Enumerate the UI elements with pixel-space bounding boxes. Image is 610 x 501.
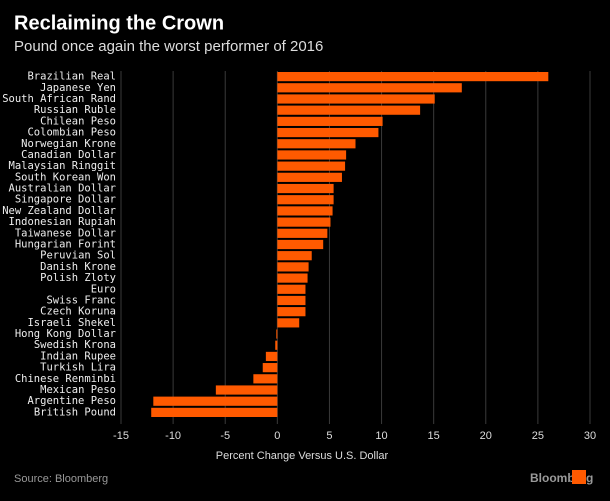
bar xyxy=(277,150,347,160)
y-tick-label: Australian Dollar xyxy=(9,183,116,195)
x-tick-label: 30 xyxy=(584,430,596,442)
source: Source: Bloomberg xyxy=(14,473,108,485)
bar xyxy=(277,94,435,104)
bar xyxy=(277,183,334,194)
x-tick-label: 25 xyxy=(532,430,544,442)
bar xyxy=(277,172,342,182)
y-tick-label: Canadian Dollar xyxy=(21,149,116,161)
y-tick-label: New Zealand Dollar xyxy=(2,205,116,217)
bar xyxy=(277,318,300,328)
x-tick-label: -10 xyxy=(165,430,181,442)
y-tick-label: Mexican Peso xyxy=(40,384,116,396)
bar xyxy=(277,195,334,205)
y-tick-label: Israeli Shekel xyxy=(27,317,116,329)
bar xyxy=(153,396,278,406)
y-tick-label: Hungarian Forint xyxy=(15,239,116,251)
bar xyxy=(265,351,278,362)
bar xyxy=(277,251,312,261)
bar xyxy=(262,363,278,373)
bar xyxy=(277,228,328,238)
bar xyxy=(277,262,309,272)
y-tick-label: British Pound xyxy=(34,406,116,418)
bar xyxy=(277,127,379,138)
y-tick-label: Russian Ruble xyxy=(34,104,116,116)
y-tick-label: Singapore Dollar xyxy=(15,194,116,206)
bar xyxy=(215,385,278,395)
y-tick-label: Chinese Renminbi xyxy=(15,373,116,385)
x-tick-label: -15 xyxy=(113,430,129,442)
chart-title: Reclaiming the Crown xyxy=(14,12,224,34)
y-tick-label: Colombian Peso xyxy=(27,127,116,139)
y-tick-label: Czech Koruna xyxy=(40,306,116,318)
y-tick-label: Chilean Peso xyxy=(40,115,116,127)
logo-box xyxy=(572,470,586,484)
chart-subtitle: Pound once again the worst performer of … xyxy=(14,38,323,55)
x-axis-label: Percent Change Versus U.S. Dollar xyxy=(216,450,389,462)
y-tick-label: Peruvian Sol xyxy=(40,250,116,262)
bar xyxy=(277,116,383,126)
bar xyxy=(277,71,549,82)
y-tick-label: Danish Krone xyxy=(40,261,116,273)
y-tick-label: Japanese Yen xyxy=(40,82,116,94)
x-tick-label: 5 xyxy=(326,430,332,442)
x-tick-label: 15 xyxy=(428,430,440,442)
y-tick-label: Polish Zloty xyxy=(40,272,116,284)
x-tick-label: 20 xyxy=(480,430,492,442)
bar xyxy=(277,105,421,115)
y-tick-label: Indian Rupee xyxy=(40,350,116,362)
bar xyxy=(277,284,306,294)
y-tick-label: Brazilian Real xyxy=(27,71,116,83)
y-tick-label: Turkish Lira xyxy=(40,362,116,374)
y-tick-label: South African Rand xyxy=(2,93,116,105)
bar xyxy=(253,374,278,384)
y-tick-label: South Korean Won xyxy=(15,171,116,183)
y-tick-label: Taiwanese Dollar xyxy=(15,227,116,239)
y-tick-label: Malaysian Ringgit xyxy=(9,160,116,172)
bar xyxy=(277,295,306,306)
y-tick-label: Euro xyxy=(91,283,116,295)
y-tick-label: Swedish Krona xyxy=(34,339,116,351)
y-tick-label: Argentine Peso xyxy=(27,395,116,407)
y-tick-label: Norwegian Krone xyxy=(21,138,116,150)
x-tick-label: 10 xyxy=(375,430,387,442)
bar xyxy=(277,139,356,149)
bar xyxy=(151,407,278,418)
bar xyxy=(277,206,333,216)
bar xyxy=(277,273,308,283)
bar xyxy=(277,83,462,93)
bar xyxy=(275,340,278,350)
bar xyxy=(277,217,331,227)
bar xyxy=(277,239,324,250)
bar xyxy=(276,329,278,339)
y-tick-label: Swiss Franc xyxy=(46,294,116,306)
bar xyxy=(277,161,346,171)
y-tick-label: Indonesian Rupiah xyxy=(9,216,116,228)
x-tick-label: -5 xyxy=(220,430,230,442)
y-tick-label: Hong Kong Dollar xyxy=(15,328,116,340)
bar xyxy=(277,307,306,317)
x-tick-label: 0 xyxy=(274,430,280,442)
